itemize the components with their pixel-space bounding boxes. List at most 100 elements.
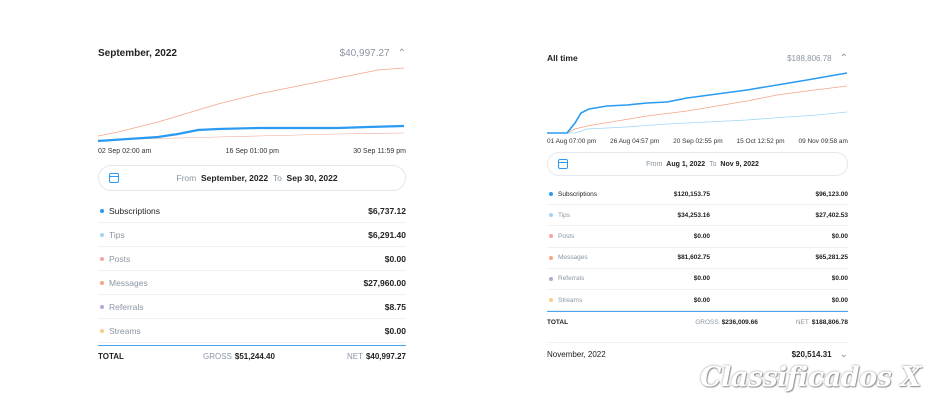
dot-icon [549,234,553,239]
gross-total: GROSS $51,244.40 [203,352,275,361]
net-value: $188,806.78 [811,318,848,326]
net-label: NET [795,318,809,326]
dot-icon [549,213,553,218]
panel-header[interactable]: September, 2022 $40,997.27 ⌃ [98,40,406,66]
list-item-subscriptions: Subscriptions $6,737.12 [98,199,406,223]
row-label: Streams [558,296,583,304]
net-label: NET [346,351,363,361]
dot-icon [549,276,553,281]
gross-value: $51,244.40 [234,351,275,361]
x-tick: 01 Aug 07:00 pm [547,138,597,145]
date-range-picker[interactable]: From September, 2022 To Sep 30, 2022 [98,165,406,191]
panel-total: $40,997.27 [339,47,390,59]
panel-title: All time [547,53,578,63]
row-value: $0.00 [384,253,406,264]
gross-label: GROSS [695,318,719,326]
earnings-panel-all-time: All time $188,806.78 ⌃ 01 Aug 07:00 pm 2… [547,45,848,365]
month-row-november[interactable]: November, 2022 $20,514.31 ⌄ [547,342,848,365]
dot-icon [100,328,104,333]
watermark-logo: Classificados X [700,362,921,393]
messages-line [547,85,848,134]
month-amount: $20,514.31 [791,349,832,359]
row-label: Referrals [558,275,585,283]
earnings-chart-svg [547,72,848,134]
list-item-streams: Streams $0.00 $0.00 [547,290,848,312]
panel-total: $188,806.78 [787,53,832,63]
totals-row: TOTAL GROSS $236,009.66 NET $188,806.78 [547,311,848,332]
list-item-subscriptions: Subscriptions $120,153.75 $96,123.00 [547,184,848,206]
row-label: Messages [558,254,588,262]
dot-icon [549,298,553,303]
totals-row: TOTAL GROSS $51,244.40 NET $40,997.27 [98,345,406,366]
x-tick: 26 Aug 04:57 pm [610,138,660,145]
row-value: $6,737.12 [368,205,406,216]
row-gross: $0.00 [693,232,710,240]
x-tick: 16 Sep 01:00 pm [225,148,279,155]
row-net: $27,402.53 [815,211,848,219]
dot-icon [100,304,104,309]
dot-icon [100,280,104,285]
row-value: $27,960.00 [363,277,406,288]
row-label: Referrals [109,301,144,312]
list-item-messages: Messages $27,960.00 [98,271,406,295]
row-label: Tips [109,229,125,240]
row-net: $65,281.25 [815,254,848,262]
row-net: $96,123.00 [815,190,848,198]
row-net: $0.00 [831,232,848,240]
month-label: November, 2022 [547,349,606,359]
messages-line [98,67,405,137]
earnings-breakdown-list: Subscriptions $120,153.75 $96,123.00 Tip… [547,184,848,312]
earnings-panel-september: September, 2022 $40,997.27 ⌃ 02 Sep 02:0… [98,40,406,366]
from-date: Aug 1, 2022 [666,160,706,168]
chevron-up-icon[interactable]: ⌃ [839,52,848,64]
panel-title: September, 2022 [98,47,177,59]
dot-icon [100,208,104,213]
x-tick: 30 Sep 11:59 pm [353,148,406,155]
row-label: Subscriptions [109,205,161,216]
row-value: $8.75 [384,301,406,312]
tips-line [547,111,848,134]
row-net: $0.00 [831,275,848,283]
dot-icon [549,255,553,260]
x-tick: 09 Nov 09:58 am [798,138,848,145]
row-gross: $0.00 [693,275,710,283]
from-label: From [646,160,663,168]
list-item-referrals: Referrals $8.75 [98,295,406,319]
list-item-streams: Streams $0.00 [98,319,406,343]
list-item-messages: Messages $81,602.75 $65,281.25 [547,248,848,269]
earnings-chart: 02 Sep 02:00 am 16 Sep 01:00 pm 30 Sep 1… [98,66,406,155]
chevron-down-icon[interactable]: ⌄ [839,348,848,360]
x-axis-ticks: 02 Sep 02:00 am 16 Sep 01:00 pm 30 Sep 1… [98,148,406,155]
gross-total: GROSS $236,009.66 [695,319,758,326]
calendar-icon[interactable] [558,159,568,169]
x-tick: 02 Sep 02:00 am [98,148,152,155]
panel-header[interactable]: All time $188,806.78 ⌃ [547,45,848,71]
total-label: TOTAL [98,351,124,361]
calendar-icon[interactable] [109,173,119,183]
row-net: $0.00 [831,296,848,304]
list-item-referrals: Referrals $0.00 $0.00 [547,269,848,290]
x-axis-ticks: 01 Aug 07:00 pm 26 Aug 04:57 pm 20 Sep 0… [547,138,848,145]
net-total: NET $40,997.27 [347,352,406,361]
row-label: Subscriptions [558,190,598,198]
dot-icon [549,192,553,197]
chevron-up-icon[interactable]: ⌃ [397,47,406,59]
gross-label: GROSS [203,351,232,361]
to-label: To [272,173,282,183]
row-gross: $0.00 [693,296,710,304]
earnings-breakdown-list: Subscriptions $6,737.12 Tips $6,291.40 P… [98,199,406,343]
earnings-chart: 01 Aug 07:00 pm 26 Aug 04:57 pm 20 Sep 0… [547,71,848,145]
earnings-chart-svg [98,67,405,143]
subscriptions-line [98,124,405,143]
list-item-tips: Tips $6,291.40 [98,223,406,247]
date-range-picker[interactable]: From Aug 1, 2022 To Nov 9, 2022 [547,152,848,176]
to-date: Nov 9, 2022 [720,160,759,168]
net-total: NET $188,806.78 [796,319,848,326]
x-tick: 15 Oct 12:52 pm [736,138,785,145]
net-value: $40,997.27 [365,351,406,361]
row-gross: $120,153.75 [673,190,710,198]
dot-icon [100,232,104,237]
dot-icon [100,256,104,261]
subscriptions-line [547,72,848,134]
row-gross: $81,602.75 [677,254,710,262]
